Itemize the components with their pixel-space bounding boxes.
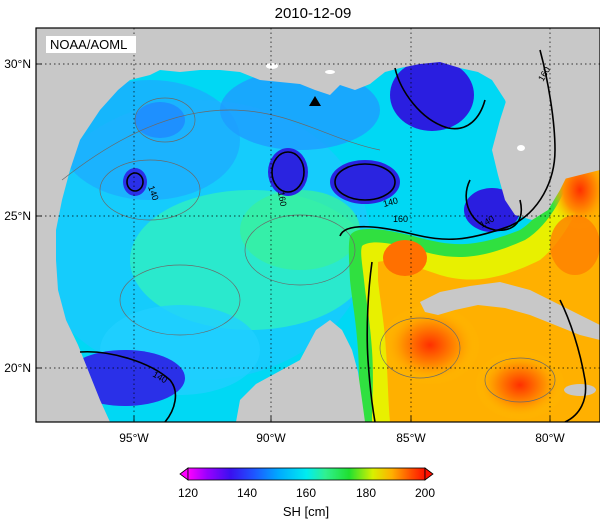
colorbar-tick-label: 200 <box>415 486 435 500</box>
longitude-label: 90°W <box>256 431 286 445</box>
colorbar-title: SH [cm] <box>283 504 329 519</box>
colorbar-tick-label: 160 <box>296 486 316 500</box>
contour-label: 160 <box>276 191 288 208</box>
contour-label: 140 <box>146 184 161 202</box>
longitude-label: 85°W <box>396 431 426 445</box>
credit-label: NOAA/AOML <box>50 37 127 52</box>
longitude-label: 95°W <box>119 431 149 445</box>
map-title: 2010-12-09 <box>275 5 352 22</box>
colorbar-tick-label: 120 <box>178 486 198 500</box>
axis-ticks <box>36 63 551 422</box>
latitude-label: 30°N <box>4 57 31 71</box>
colorbar-max-arrow <box>424 467 434 481</box>
minor-contours <box>61 97 556 403</box>
colorbar-min-arrow <box>179 467 189 481</box>
colorbar-gradient <box>187 467 426 481</box>
colorbar-tick-label: 180 <box>356 486 376 500</box>
latitude-label: 20°N <box>4 361 31 375</box>
map-frame <box>35 27 600 423</box>
major-contours <box>79 49 587 422</box>
map-area: 140 140 140 140 160 160 160 NOAA/AOML <box>36 28 600 422</box>
latitude-label: 25°N <box>4 209 31 223</box>
contour-label: 160 <box>393 214 408 224</box>
longitude-label: 80°W <box>535 431 565 445</box>
contour-label: 140 <box>382 195 399 209</box>
colorbar: 120 140 160 180 200 SH [cm] <box>178 467 435 519</box>
colorbar-tick-label: 140 <box>237 486 257 500</box>
buoy-marker-icon <box>309 96 321 106</box>
